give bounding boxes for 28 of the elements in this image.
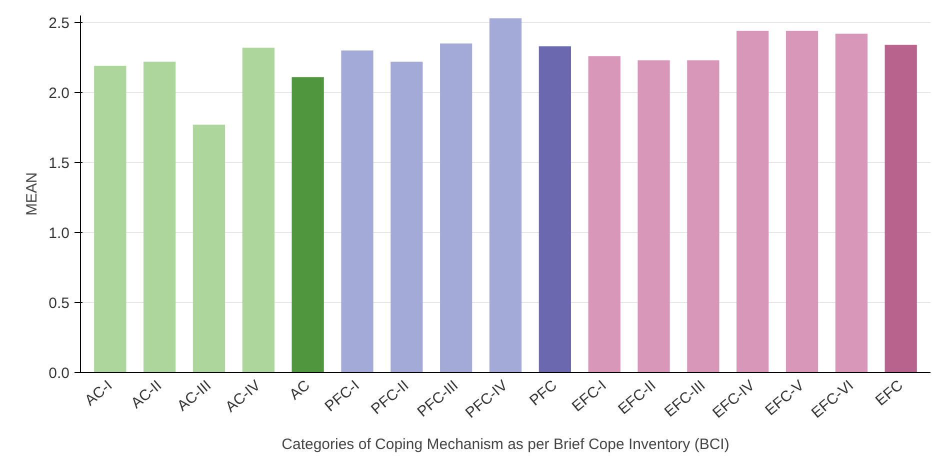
y-tick-label: 0.5 — [48, 295, 70, 312]
bar — [94, 66, 126, 372]
bar — [390, 62, 423, 372]
bar — [588, 56, 620, 372]
bar — [292, 77, 324, 372]
bar — [786, 30, 818, 372]
bar — [884, 44, 917, 372]
x-axis-title: Categories of Coping Mechanism as per Brief Cope Inventory (BCI) — [282, 436, 730, 454]
bar — [192, 124, 226, 372]
y-tick-label: 1.5 — [48, 155, 70, 172]
bar — [440, 44, 472, 372]
bar — [144, 62, 176, 372]
bar — [538, 46, 571, 372]
x-tick-label: EFC — [872, 376, 906, 410]
x-tick-label: AC — [286, 376, 314, 404]
bar — [736, 30, 769, 372]
x-tick-label: PFC — [526, 376, 561, 410]
bar — [341, 50, 374, 372]
bar — [687, 60, 720, 372]
bar — [489, 18, 522, 372]
y-tick-label: 1.0 — [48, 225, 70, 242]
bar — [242, 48, 274, 372]
y-axis-title: MEAN — [24, 172, 41, 216]
bar — [638, 60, 670, 372]
y-tick-label: 2.5 — [48, 15, 70, 32]
y-tick-label: 0.0 — [48, 365, 70, 382]
y-tick-label: 2.0 — [48, 85, 70, 102]
bar — [835, 34, 868, 372]
